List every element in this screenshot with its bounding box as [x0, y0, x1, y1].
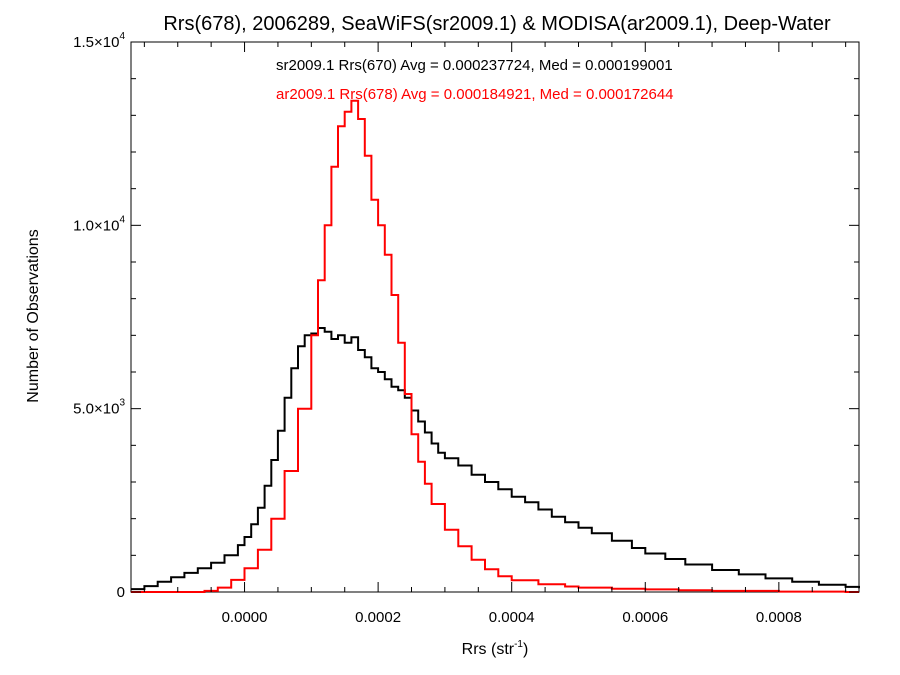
x-tick-label: 0.0006 — [622, 609, 668, 626]
x-tick-label: 0.0000 — [222, 609, 268, 626]
stat-annotation-1: sr2009.1 Rrs(670) Avg = 0.000237724, Med… — [276, 57, 673, 74]
x-axis-label: Rrs (str-1) — [462, 639, 529, 658]
y-tick-label: 5.0×103 — [73, 398, 125, 418]
stat-annotations: sr2009.1 Rrs(670) Avg = 0.000237724, Med… — [276, 57, 674, 103]
stat-annotation-2: ar2009.1 Rrs(678) Avg = 0.000184921, Med… — [276, 86, 674, 103]
series-line-1 — [131, 327, 860, 591]
y-tick-label: 1.5×104 — [73, 31, 125, 51]
x-tick-label: 0.0002 — [355, 609, 401, 626]
y-tick-label: 0 — [117, 584, 125, 601]
x-tick-label: 0.0004 — [489, 609, 535, 626]
ticks-layer: 0.0000 0.0002 0.0004 0.0006 0.0008 0 5.0×103 1.… — [73, 31, 859, 626]
y-tick-label: 1.0×104 — [73, 214, 125, 234]
chart-title: Rrs(678), 2006289, SeaWiFS(sr2009.1) & M… — [163, 13, 831, 35]
plot-frame — [130, 41, 860, 593]
x-axis-label-sup: -1 — [514, 639, 523, 650]
x-tick-label: 0.0008 — [756, 609, 802, 626]
series-line-2 — [131, 99, 859, 593]
series-layer — [131, 99, 860, 593]
x-axis-label-end: ) — [523, 641, 528, 658]
y-axis-label: Number of Observations — [25, 229, 42, 402]
x-axis-label-base: Rrs (str — [462, 641, 515, 658]
